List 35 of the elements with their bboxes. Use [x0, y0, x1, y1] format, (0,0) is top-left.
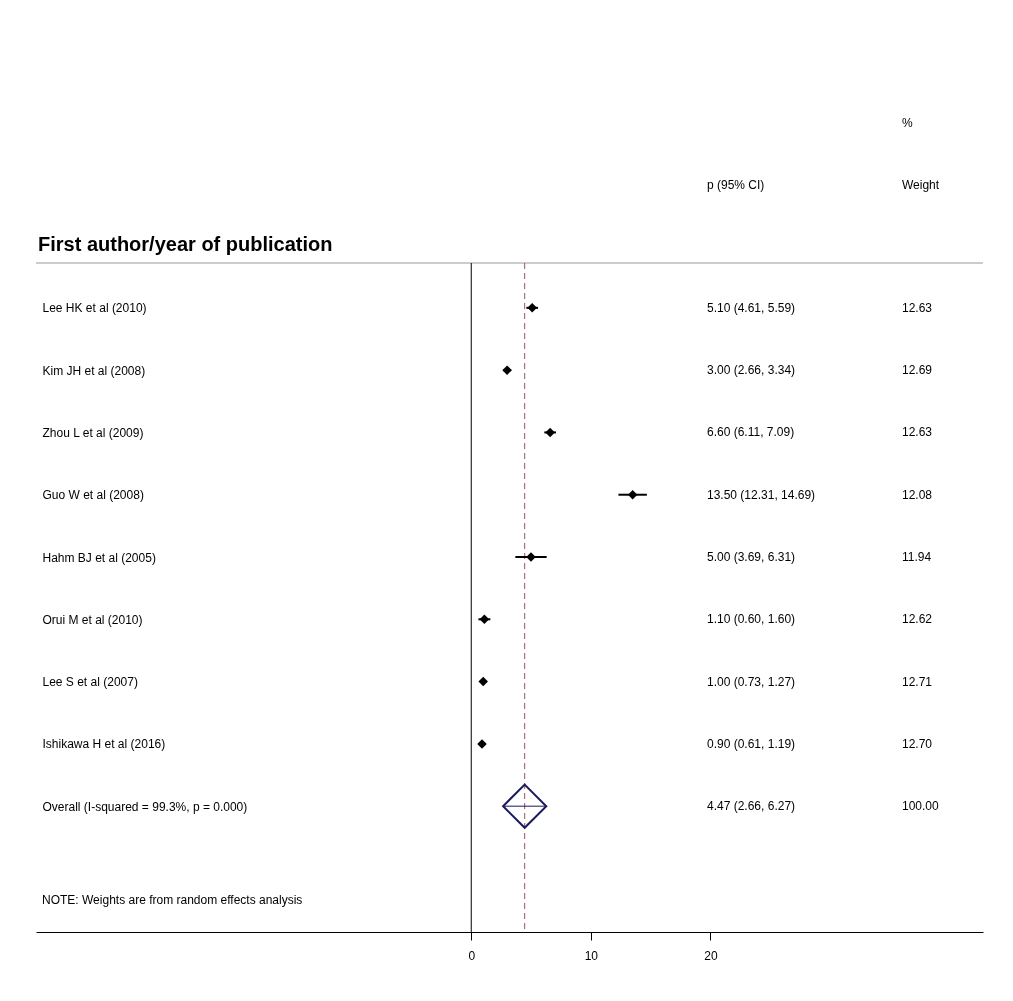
y-tick-label: Lee S et al (2007)	[42, 675, 138, 690]
y-axis-title: First author/year of publication	[38, 233, 333, 255]
x-tick-label: 0	[468, 948, 476, 963]
annotation: 12.63	[902, 300, 933, 315]
text: Weight	[902, 178, 940, 192]
annotation: 4.47 (2.66, 6.27)	[707, 799, 796, 814]
annotation: 12.69	[902, 363, 933, 378]
annotation: 12.62	[902, 612, 933, 627]
annotation: 11.94	[902, 550, 932, 565]
annotation: 12.08	[902, 487, 933, 502]
annotation: 12.70	[902, 736, 933, 751]
annotation: 13.50 (12.31, 14.69)	[707, 487, 816, 502]
annotation: 1.10 (0.60, 1.60)	[707, 612, 796, 627]
y-tick-label: Lee HK et al (2010)	[42, 301, 147, 316]
annotation: 0.90 (0.61, 1.19)	[707, 736, 796, 751]
y-tick-label: Overall (I-squared = 99.3%, p = 0.000)	[42, 799, 248, 814]
annotation: 5.00 (3.69, 6.31)	[707, 550, 796, 565]
y-tick-label: Guo W et al (2008)	[42, 488, 144, 503]
annotation: 1.00 (0.73, 1.27)	[707, 674, 796, 689]
annotation: 100.00	[902, 799, 940, 814]
x-tick-label: 10	[584, 948, 599, 963]
x-tick-label: 20	[704, 948, 718, 963]
text: NOTE: Weights are from random effects analysis	[42, 893, 303, 907]
y-tick-label: Kim JH et al (2008)	[42, 363, 146, 378]
y-tick-label: Hahm BJ et al (2005)	[42, 550, 156, 565]
annotation: 6.60 (6.11, 7.09)	[707, 425, 795, 440]
annotation: 5.10 (4.61, 5.59)	[707, 300, 796, 315]
text: %	[902, 116, 913, 130]
y-tick-label: Zhou L et al (2009)	[42, 425, 144, 440]
annotation: 12.71	[902, 674, 933, 689]
y-tick-label: Ishikawa H et al (2016)	[42, 737, 166, 752]
annotation: 3.00 (2.66, 3.34)	[707, 363, 796, 378]
y-tick-label: Orui M et al (2010)	[42, 612, 143, 627]
annotation: 12.63	[902, 425, 933, 440]
text: p (95% CI)	[707, 178, 765, 192]
